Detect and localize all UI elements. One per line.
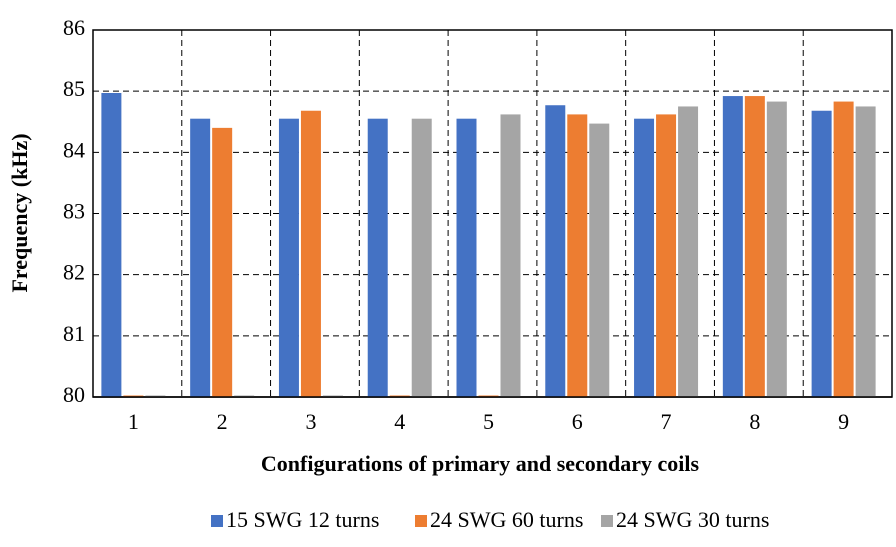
legend-swatch [415,515,427,527]
bar [190,118,211,398]
bar [278,118,299,398]
legend-label: 24 SWG 30 turns [616,507,769,532]
x-tick-label: 3 [305,409,316,434]
bar [722,96,743,397]
y-tick-label: 83 [63,199,85,224]
bar [766,101,787,397]
y-tick-label: 85 [63,76,85,101]
x-tick-label: 5 [483,409,494,434]
bar [634,118,655,398]
bar [456,118,477,398]
y-tick-label: 80 [63,382,85,407]
y-tick-label: 86 [63,15,85,40]
bar [300,110,321,398]
legend-swatch [601,515,613,527]
x-tick-label: 6 [572,409,583,434]
y-axis-title: Frequency (kHz) [7,133,32,292]
bar [545,105,566,398]
x-tick-label: 1 [128,409,139,434]
bar [678,106,699,397]
bar [411,118,432,398]
bar [833,101,854,397]
x-tick-label: 9 [838,409,849,434]
x-tick-label: 7 [661,409,672,434]
bar [855,106,876,397]
bar [589,123,610,398]
bar [567,114,588,397]
x-tick-label: 8 [749,409,760,434]
y-tick-label: 84 [63,137,85,162]
bar [811,110,832,398]
bar [212,127,233,397]
legend-label: 24 SWG 60 turns [430,507,583,532]
x-tick-label: 4 [394,409,405,434]
y-tick-label: 81 [63,321,85,346]
bar [500,114,521,397]
x-tick-label: 2 [217,409,228,434]
y-tick-label: 82 [63,260,85,285]
legend-label: 15 SWG 12 turns [226,507,379,532]
x-axis-title: Configurations of primary and secondary … [261,451,700,476]
bar [367,118,388,398]
bar [101,93,122,398]
legend-swatch [211,515,223,527]
bar [744,96,765,397]
bar [656,114,677,397]
